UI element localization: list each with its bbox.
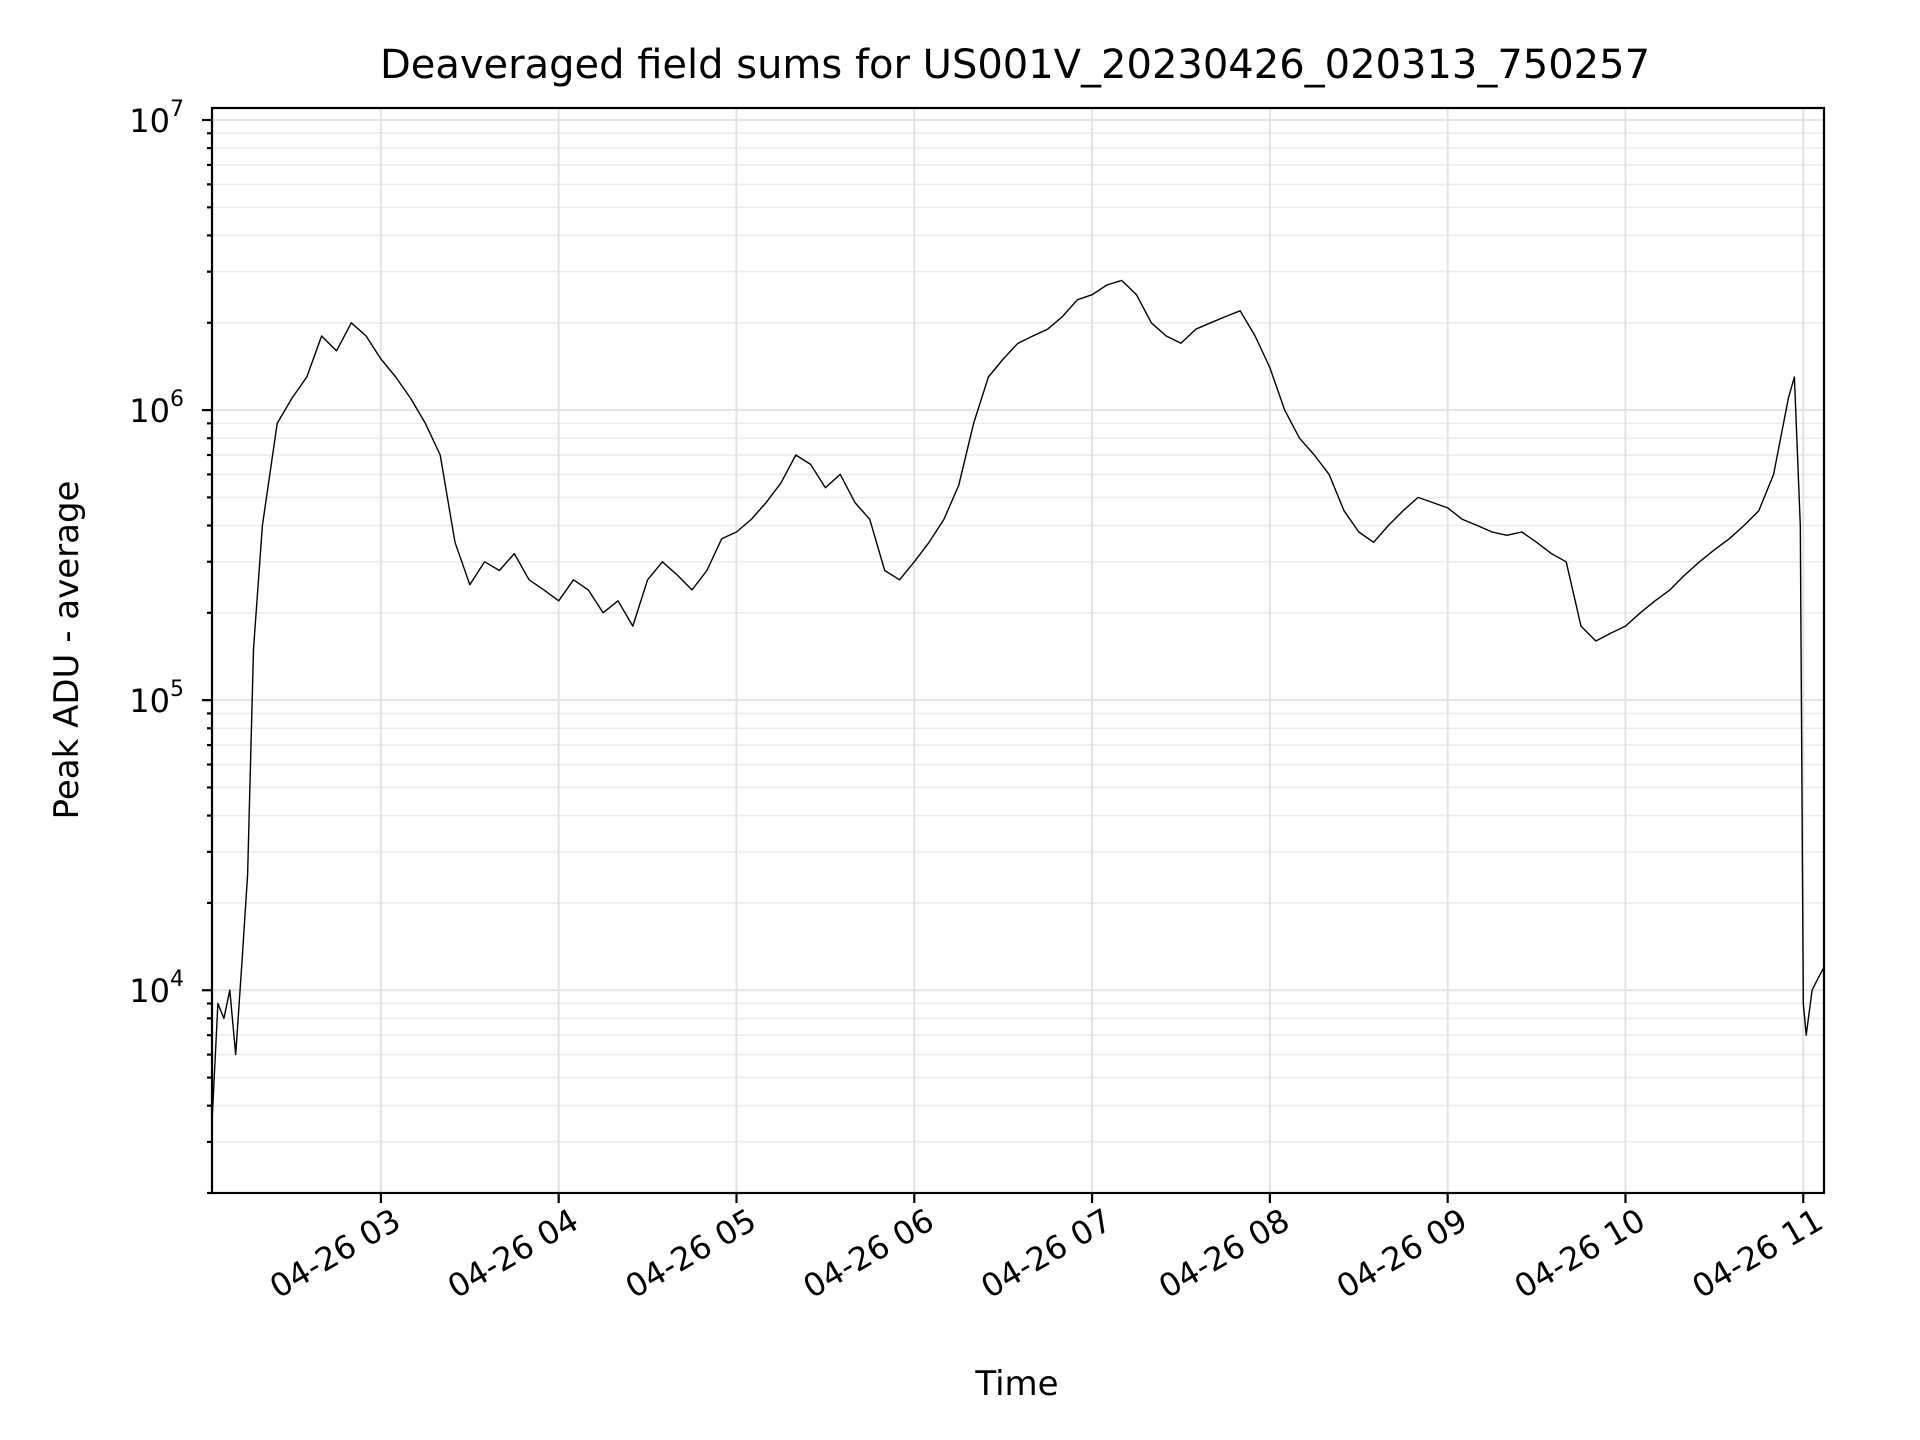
x-tick-label: 04-26 07 [974,1201,1118,1306]
x-tick-label: 04-26 10 [1508,1201,1652,1306]
y-tick-label: 105 [129,677,184,720]
x-tick-label: 04-26 05 [619,1201,763,1306]
y-axis-label: Peak ADU - average [47,481,87,820]
series-line [211,279,1825,1123]
chart-title: Deaveraged field sums for US001V_2023042… [380,42,1650,88]
y-tick-label: 106 [129,387,184,430]
x-axis-label: Time [974,1364,1058,1404]
x-tick-label: 04-26 04 [441,1201,585,1306]
x-tick-label: 04-26 08 [1152,1201,1296,1306]
x-axis: 04-26 03 04-26 04 04-26 05 04-26 06 04-26 07… [263,1193,1829,1306]
y-tick-label: 104 [129,967,184,1010]
grid [212,108,1824,1194]
plot-frame [210,106,1826,1195]
x-tick-label: 04-26 03 [263,1201,407,1306]
y-axis: 104 105 106 107 [129,97,212,1195]
y-tick-label: 107 [129,97,184,140]
x-tick-label: 04-26 11 [1686,1201,1830,1306]
x-tick-label: 04-26 09 [1330,1201,1474,1306]
x-tick-label: 04-26 06 [797,1201,941,1306]
